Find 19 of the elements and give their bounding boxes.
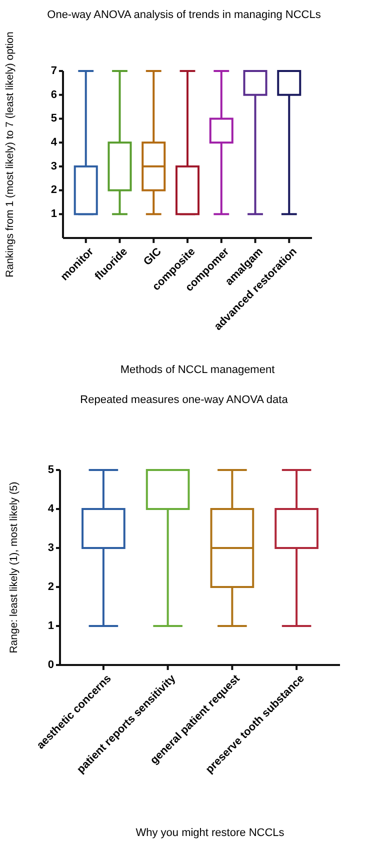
y-tick-label: 2 — [48, 580, 54, 593]
chart-title: Repeated measures one-way ANOVA data — [80, 394, 289, 406]
y-tick-label: 3 — [50, 160, 57, 172]
y-tick-label: 6 — [50, 88, 57, 101]
y-tick-label: 1 — [48, 620, 54, 632]
y-tick-label: 1 — [50, 208, 57, 220]
x-axis-title: Why you might restore NCCLs — [136, 827, 285, 839]
y-tick-label: 4 — [48, 502, 55, 515]
y-tick-label: 0 — [48, 658, 54, 671]
y-tick-label: 7 — [50, 64, 57, 77]
y-tick-label: 5 — [50, 112, 57, 125]
y-tick-label: 5 — [48, 464, 54, 476]
y-tick-label: 4 — [50, 136, 58, 148]
y-axis-title: Rankings from 1 (most likely) to 7 (least likely) option — [4, 32, 16, 278]
y-tick-label: 2 — [50, 184, 57, 196]
y-axis-title: Range: least likely (1), most likely (5) — [8, 482, 20, 654]
x-axis-title: Methods of NCCL management — [120, 364, 275, 376]
chart-title: One-way ANOVA analysis of trends in managing NCCLs — [47, 9, 322, 21]
y-tick-label: 3 — [48, 542, 54, 554]
